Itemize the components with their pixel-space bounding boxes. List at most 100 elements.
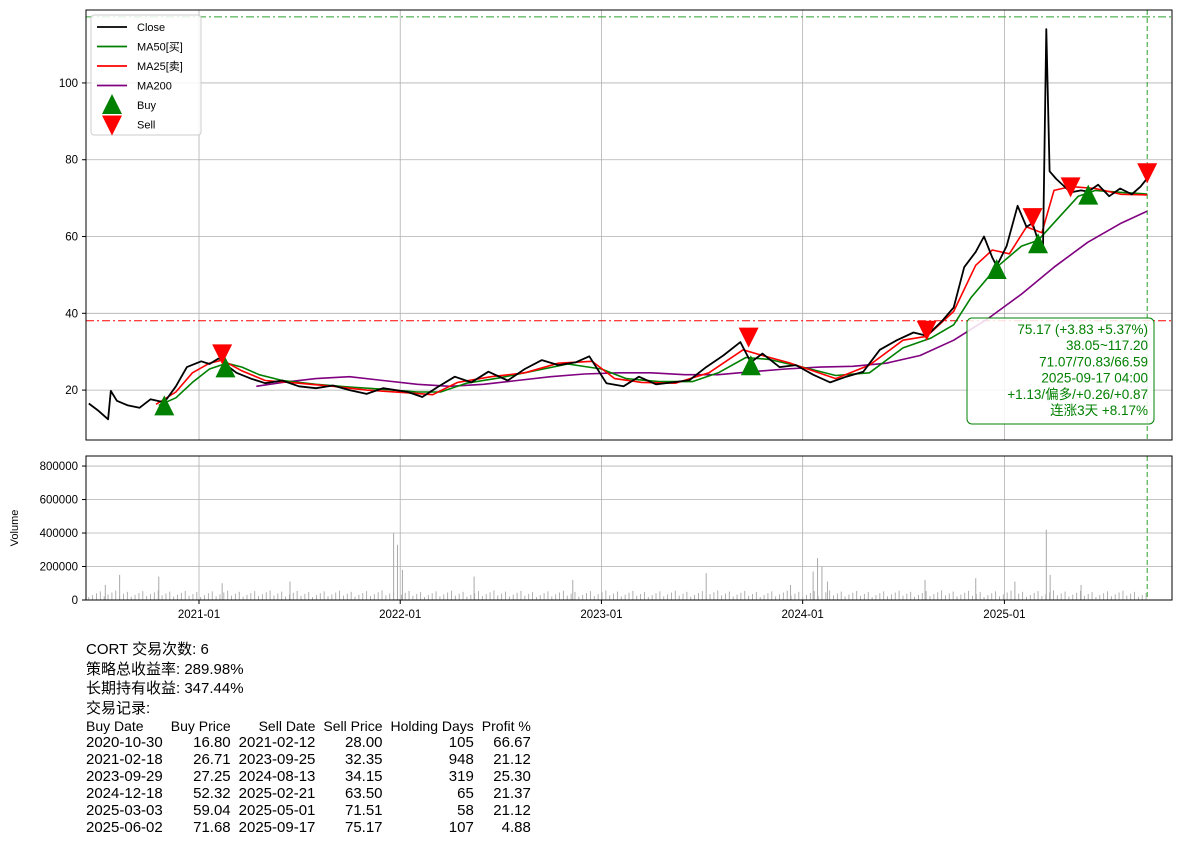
volume-panel-border [85,455,1173,601]
volume-y-tick-label: 400000 [40,528,78,540]
volume-panel: 0 200000 400000 600000 800000 2021-01 2022-01… [9,455,1173,621]
trade-cell: 2024-12-18 [86,785,163,802]
trade-cell: 2025-09-17 [238,819,316,836]
sell-marker [916,320,937,341]
volume-bars [88,529,1147,600]
trade-cell: 28.00 [344,734,383,751]
buy-marker [154,395,175,416]
strategy-summary: CORT 交易次数: 6 策略总收益率: 289.98% 长期持有收益: 347… [86,640,786,836]
trade-markers [154,163,1158,416]
reference-lines [86,10,1172,440]
volume-y-tick-label: 200000 [40,562,78,574]
legend-label: MA25[卖] [137,60,183,73]
info-box-line: 71.07/70.83/66.59 [1039,354,1148,369]
trade-cell: 71.51 [344,802,383,819]
legend-label: MA50[买] [137,41,183,54]
trade-cell: 21.37 [493,785,531,802]
summary-trade-log-title: 交易记录: [86,699,151,717]
volume-y-tick-label: 800000 [40,461,78,473]
info-box-line: 75.17 (+3.83 +5.37%) [1017,322,1148,337]
trade-table: Buy Date Buy Price Sell Date Sell Price Hold… [86,718,535,836]
sell-marker [1137,163,1158,184]
price-panel: 20 40 60 80 100 Close MA50[买] MA25[卖] MA200 Buy S… [59,9,1173,441]
stock-chart: 20 40 60 80 100 Close MA50[买] MA25[卖] MA200 Buy S… [9,9,1173,621]
trade-cell: 2025-05-01 [238,802,316,819]
summary-trade-count: CORT 交易次数: 6 [86,641,209,658]
legend-box [90,14,202,136]
legend: Close MA50[买] MA25[卖] MA200 Buy Sell [90,14,202,136]
info-box-line: 38.05~117.20 [1066,338,1148,353]
trade-table-body: 2020-10-30 16.80 2021-02-12 28.00 105 66.67 20… [86,734,535,836]
trade-cell: 2024-08-13 [238,768,316,785]
trade-cell: 107 [448,819,474,836]
price-y-tick-label: 40 [65,308,78,320]
legend-label: Buy [137,100,156,112]
sell-marker [212,344,233,365]
buy-marker [1078,184,1099,205]
trade-cell: 34.15 [344,768,383,785]
trade-cell: 71.68 [193,819,231,836]
trade-cell: 2020-10-30 [86,734,163,751]
trade-table-header-cell: Profit % [481,718,531,734]
trade-table-header-cell: Buy Price [170,718,231,734]
trade-table-header-cell: Sell Price [323,718,383,734]
price-y-tick-label: 60 [65,232,78,244]
sell-marker [1060,177,1081,198]
trade-row: 2021-02-18 26.71 2023-09-25 32.35 948 21.12 [86,751,535,768]
trade-row: 2025-06-02 71.68 2025-09-17 75.17 107 4.88 [86,819,535,836]
trade-cell: 59.04 [193,802,231,819]
buy-marker [740,355,761,376]
legend-buy-icon [102,94,122,114]
trade-cell: 21.12 [493,751,531,768]
info-box-line: 2025-09-17 04:00 [1041,371,1148,386]
info-box-frame [966,317,1155,425]
buy-marker [215,357,236,378]
price-y-tick-label: 80 [65,155,78,167]
trade-cell: 63.50 [344,785,383,802]
trade-cell: 52.32 [193,785,231,802]
trade-cell: 105 [448,734,474,751]
x-tick-label: 2021-01 [178,609,220,621]
volume-axis-label: Volume [9,510,21,547]
legend-label: Sell [137,120,155,132]
price-y-tick-label: 20 [65,385,78,397]
info-box: 75.17 (+3.83 +5.37%)38.05~117.2071.07/70… [966,317,1155,425]
summary-buy-hold-return: 长期持有收益: 347.44% [86,680,244,697]
trade-cell: 32.35 [344,751,383,768]
trade-cell: 26.71 [193,751,231,768]
trade-cell: 65 [457,785,474,802]
trade-row: 2025-03-03 59.04 2025-05-01 71.51 58 21.12 [86,802,535,819]
x-tick-label: 2023-01 [580,609,622,621]
buy-marker [1028,233,1049,254]
trade-cell: 2021-02-12 [238,734,316,751]
trade-cell: 75.17 [344,819,383,836]
legend-label: Close [137,22,165,34]
trade-table-header: Buy Date Buy Price Sell Date Sell Price Hold… [86,718,535,734]
x-axis: 2021-01 2022-01 2023-01 2024-01 2025-01 [178,600,1026,621]
sell-marker [1022,208,1043,229]
volume-y-tick-label: 0 [72,595,78,607]
trade-row: 2020-10-30 16.80 2021-02-12 28.00 105 66.67 [86,734,535,751]
trade-cell: 16.80 [193,734,231,751]
sell-marker [738,327,759,348]
price-y-axis: 20 40 60 80 100 [59,78,86,397]
buy-marker [986,259,1007,280]
volume-y-axis: 0 200000 400000 600000 800000 [40,461,86,607]
trade-cell: 2025-03-03 [86,802,163,819]
trade-table-header-cell: Buy Date [86,718,144,734]
trade-cell: 2025-02-21 [238,785,316,802]
trade-cell: 319 [448,768,474,785]
trade-cell: 2021-02-18 [86,751,163,768]
price-panel-border [85,9,1173,441]
price-grid [86,10,1172,440]
volume-y-tick-label: 600000 [40,495,78,507]
trade-row: 2023-09-29 27.25 2024-08-13 34.15 319 25.30 [86,768,535,785]
x-tick-label: 2022-01 [379,609,421,621]
trade-cell: 25.30 [493,768,531,785]
x-tick-label: 2024-01 [782,609,824,621]
trade-table-header-cell: Holding Days [390,718,474,734]
info-box-line: +1.13/偏多/+0.26/+0.87 [1007,386,1148,402]
trade-cell: 66.67 [493,734,531,751]
trade-cell: 2023-09-29 [86,768,163,785]
price-y-tick-label: 100 [59,78,78,90]
